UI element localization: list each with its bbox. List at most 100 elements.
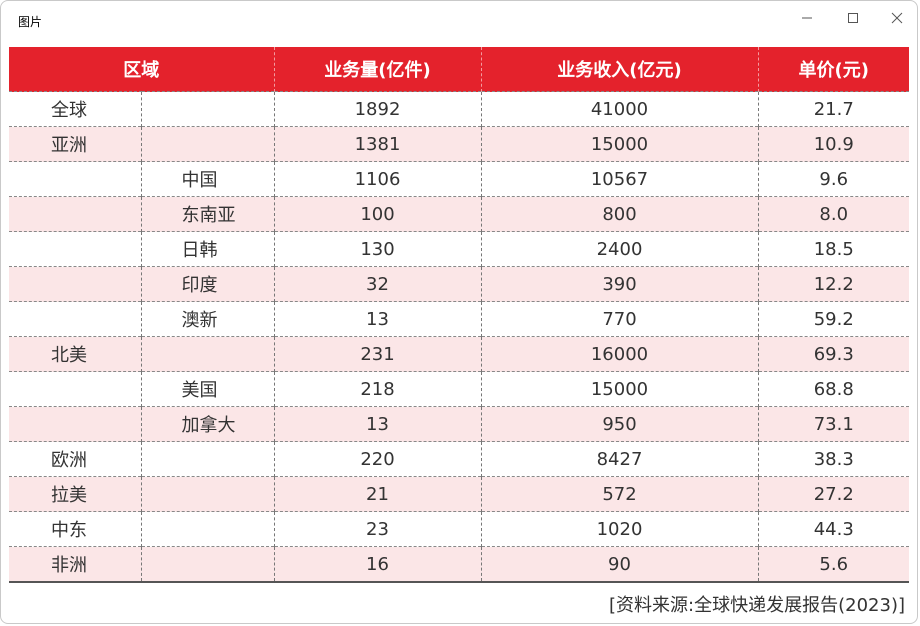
volume-cell: 16 xyxy=(273,546,481,582)
maximize-button[interactable] xyxy=(839,7,867,29)
subregion-cell: 中国 xyxy=(140,161,274,197)
price-cell: 59.2 xyxy=(757,301,909,337)
volume-cell: 1381 xyxy=(273,126,481,162)
table-row: 非洲 16 90 5.6 xyxy=(9,546,909,582)
revenue-cell: 572 xyxy=(480,476,758,512)
volume-cell: 13 xyxy=(273,406,481,442)
volume-cell: 1892 xyxy=(273,91,481,127)
volume-cell: 231 xyxy=(273,336,481,372)
region-cell xyxy=(9,231,141,267)
minimize-icon xyxy=(802,17,812,19)
price-cell: 12.2 xyxy=(757,266,909,302)
region-cell xyxy=(9,371,141,407)
price-cell: 73.1 xyxy=(757,406,909,442)
window-title: 图片 xyxy=(18,15,43,29)
revenue-cell: 16000 xyxy=(480,336,758,372)
volume-cell: 1106 xyxy=(273,161,481,197)
volume-cell: 100 xyxy=(273,196,481,232)
header-region: 区域 xyxy=(9,47,274,92)
subregion-cell xyxy=(140,441,274,477)
subregion-cell xyxy=(140,511,274,547)
volume-cell: 32 xyxy=(273,266,481,302)
table-row: 加拿大 13 950 73.1 xyxy=(9,406,909,442)
subregion-cell: 澳新 xyxy=(140,301,274,337)
close-button[interactable] xyxy=(883,7,911,29)
revenue-cell: 1020 xyxy=(480,511,758,547)
title-bar: 图片 xyxy=(1,1,917,37)
subregion-cell xyxy=(140,476,274,512)
region-cell: 中东 xyxy=(9,511,141,547)
volume-cell: 21 xyxy=(273,476,481,512)
table-row: 亚洲 1381 15000 10.9 xyxy=(9,126,909,162)
volume-cell: 218 xyxy=(273,371,481,407)
revenue-cell: 15000 xyxy=(480,371,758,407)
table-row: 澳新 13 770 59.2 xyxy=(9,301,909,337)
revenue-cell: 770 xyxy=(480,301,758,337)
revenue-cell: 2400 xyxy=(480,231,758,267)
region-cell: 亚洲 xyxy=(9,126,141,162)
subregion-cell: 东南亚 xyxy=(140,196,274,232)
region-cell xyxy=(9,301,141,337)
subregion-cell: 美国 xyxy=(140,371,274,407)
table-row: 印度 32 390 12.2 xyxy=(9,266,909,302)
subregion-cell xyxy=(140,336,274,372)
revenue-cell: 950 xyxy=(480,406,758,442)
price-cell: 38.3 xyxy=(757,441,909,477)
price-cell: 5.6 xyxy=(757,546,909,582)
table-row: 全球 1892 41000 21.7 xyxy=(9,91,909,127)
subregion-cell: 加拿大 xyxy=(140,406,274,442)
subregion-cell xyxy=(140,546,274,582)
region-cell: 拉美 xyxy=(9,476,141,512)
table-row: 美国 218 15000 68.8 xyxy=(9,371,909,407)
region-cell xyxy=(9,406,141,442)
table-row: 东南亚 100 800 8.0 xyxy=(9,196,909,232)
header-price: 单价(元) xyxy=(757,47,909,92)
header-revenue: 业务收入(亿元) xyxy=(480,47,758,92)
table-row: 拉美 21 572 27.2 xyxy=(9,476,909,512)
volume-cell: 13 xyxy=(273,301,481,337)
table-row: 欧洲 220 8427 38.3 xyxy=(9,441,909,477)
revenue-cell: 800 xyxy=(480,196,758,232)
region-cell: 全球 xyxy=(9,91,141,127)
revenue-cell: 15000 xyxy=(480,126,758,162)
price-cell: 9.6 xyxy=(757,161,909,197)
revenue-cell: 8427 xyxy=(480,441,758,477)
revenue-cell: 10567 xyxy=(480,161,758,197)
express-statistics-table: 区域 业务量(亿件) 业务收入(亿元) 单价(元) 全球 1892 41000 21.… xyxy=(9,47,909,583)
region-cell xyxy=(9,266,141,302)
price-cell: 27.2 xyxy=(757,476,909,512)
table-row: 日韩 130 2400 18.5 xyxy=(9,231,909,267)
table-row: 北美 231 16000 69.3 xyxy=(9,336,909,372)
price-cell: 44.3 xyxy=(757,511,909,547)
table-row: 中国 1106 10567 9.6 xyxy=(9,161,909,197)
region-cell xyxy=(9,196,141,232)
price-cell: 10.9 xyxy=(757,126,909,162)
revenue-cell: 41000 xyxy=(480,91,758,127)
price-cell: 68.8 xyxy=(757,371,909,407)
source-note: [资料来源:全球快递发展报告(2023)] xyxy=(609,595,905,616)
region-cell xyxy=(9,161,141,197)
volume-cell: 220 xyxy=(273,441,481,477)
close-icon xyxy=(891,12,903,24)
price-cell: 21.7 xyxy=(757,91,909,127)
region-cell: 北美 xyxy=(9,336,141,372)
region-cell: 非洲 xyxy=(9,546,141,582)
subregion-cell: 日韩 xyxy=(140,231,274,267)
subregion-cell xyxy=(140,126,274,162)
price-cell: 18.5 xyxy=(757,231,909,267)
price-cell: 69.3 xyxy=(757,336,909,372)
minimize-button[interactable] xyxy=(793,7,821,29)
revenue-cell: 90 xyxy=(480,546,758,582)
header-volume: 业务量(亿件) xyxy=(273,47,481,92)
table-row: 中东 23 1020 44.3 xyxy=(9,511,909,547)
revenue-cell: 390 xyxy=(480,266,758,302)
region-cell: 欧洲 xyxy=(9,441,141,477)
subregion-cell: 印度 xyxy=(140,266,274,302)
table-header-row: 区域 业务量(亿件) 业务收入(亿元) 单价(元) xyxy=(9,47,909,92)
subregion-cell xyxy=(140,91,274,127)
maximize-icon xyxy=(848,13,858,23)
volume-cell: 130 xyxy=(273,231,481,267)
volume-cell: 23 xyxy=(273,511,481,547)
price-cell: 8.0 xyxy=(757,196,909,232)
